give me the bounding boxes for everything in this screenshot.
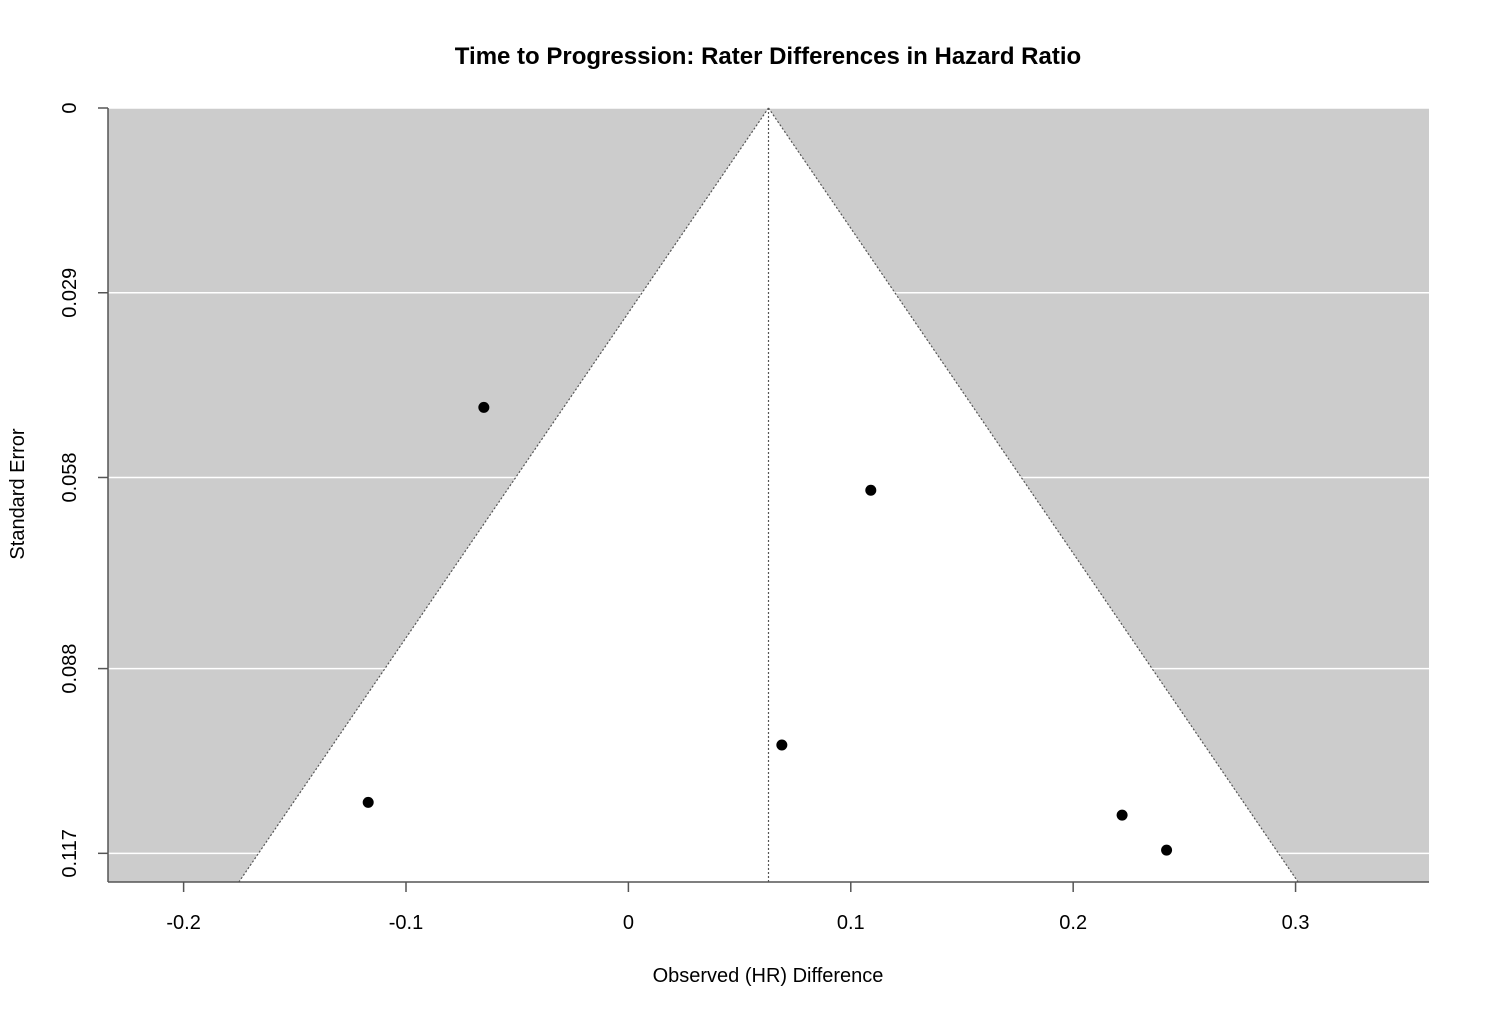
data-point: [1116, 809, 1128, 821]
y-axis-label: Standard Error: [7, 428, 29, 560]
funnel-region: [238, 108, 1299, 882]
y-tick-label: 0.088: [59, 644, 81, 694]
data-point: [1161, 844, 1173, 856]
x-tick-label: 0.2: [1059, 912, 1087, 934]
x-axis-label: Observed (HR) Difference: [653, 965, 884, 987]
x-tick-label: -0.2: [166, 912, 200, 934]
y-tick-label: 0.058: [59, 452, 81, 502]
x-tick-label: -0.1: [389, 912, 423, 934]
chart-title: Time to Progression: Rater Differences i…: [455, 43, 1081, 70]
data-point: [865, 484, 877, 496]
data-point: [362, 796, 374, 808]
data-point: [776, 739, 788, 751]
data-point: [478, 401, 490, 413]
y-tick-label: 0: [59, 102, 81, 113]
y-tick-label: 0.029: [59, 268, 81, 318]
funnel-right-boundary: [768, 107, 1299, 883]
plot-area: -0.2 -0.1 0 0.1 0.2 0.3 0 0.029 0.058 0.088 0.117: [59, 102, 1429, 934]
x-tick-label: 0.3: [1282, 912, 1310, 934]
y-tick-label: 0.117: [59, 829, 81, 878]
x-tick-label: 0.1: [837, 912, 865, 934]
x-tick-label: 0: [623, 912, 634, 934]
funnel-left-boundary: [238, 107, 769, 883]
